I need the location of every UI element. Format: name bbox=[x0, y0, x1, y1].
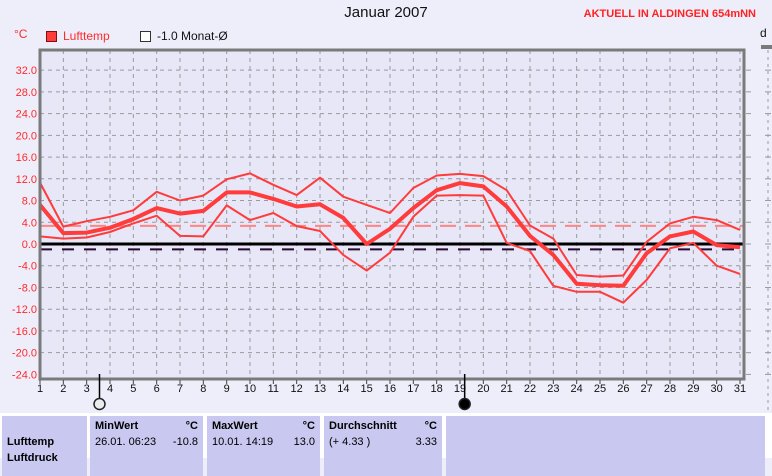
svg-text:-20.0: -20.0 bbox=[12, 348, 37, 360]
maxwert-unit: °C bbox=[302, 420, 315, 432]
svg-text:19: 19 bbox=[454, 383, 466, 395]
minwert-unit: °C bbox=[185, 420, 198, 432]
svg-text:21: 21 bbox=[501, 383, 513, 395]
legend-label: Lufttemp bbox=[63, 29, 110, 43]
svg-text:28.0: 28.0 bbox=[16, 87, 37, 99]
svg-text:30: 30 bbox=[711, 383, 723, 395]
minwert-value: -10.8 bbox=[172, 436, 198, 448]
next-panel-label: d bbox=[760, 26, 767, 40]
svg-text:20: 20 bbox=[477, 383, 489, 395]
svg-text:27: 27 bbox=[641, 383, 653, 395]
new-moon-marker bbox=[458, 374, 471, 411]
svg-text:22: 22 bbox=[524, 383, 536, 395]
svg-text:-24.0: -24.0 bbox=[12, 369, 37, 381]
durchschnitt-value: 3.33 bbox=[415, 436, 437, 448]
svg-text:8: 8 bbox=[200, 383, 206, 395]
monat-swatch-icon bbox=[140, 30, 151, 42]
svg-text:17: 17 bbox=[407, 383, 419, 395]
series-min-line bbox=[39, 194, 741, 304]
minwert-datetime: 26.01. 06:23 bbox=[95, 436, 157, 448]
svg-text:7: 7 bbox=[177, 383, 183, 395]
svg-text:23: 23 bbox=[547, 383, 559, 395]
lufttemp-swatch-icon bbox=[46, 30, 57, 42]
svg-text:6: 6 bbox=[154, 383, 160, 395]
maxwert-header: MaxWert bbox=[212, 420, 258, 432]
y-axis-labels: 32.0 28.0 24.0 20.0 16.0 12.0 8.0 4.0 0.0 -4.0 -8.… bbox=[12, 65, 37, 381]
durchschnitt-header: Durchschnitt bbox=[329, 420, 397, 432]
minwert-header: MinWert bbox=[95, 420, 139, 432]
svg-text:11: 11 bbox=[268, 383, 279, 395]
maxwert-cell: MaxWert °C 10.01. 14:19 13.0 bbox=[207, 416, 320, 476]
svg-text:-4.0: -4.0 bbox=[18, 261, 37, 273]
minwert-cell: MinWert °C 26.01. 06:23 -10.8 bbox=[90, 416, 203, 476]
svg-text:14: 14 bbox=[337, 383, 349, 395]
svg-text:4: 4 bbox=[107, 383, 113, 395]
svg-text:16.0: 16.0 bbox=[16, 152, 37, 164]
legend-item-lufttemp: Lufttemp bbox=[46, 29, 110, 43]
svg-text:31: 31 bbox=[734, 383, 746, 395]
stats-table: Lufttemp Luftdruck MinWert °C 26.01. 06:… bbox=[0, 413, 772, 476]
x-axis-labels: 1 2 3 4 5 6 7 8 9 10 11 12 13 14 15 16 17 18 19 20 21 22 23 24 2… bbox=[37, 383, 746, 395]
svg-text:24.0: 24.0 bbox=[16, 109, 37, 121]
stats-row-label: Lufttemp bbox=[7, 436, 55, 448]
svg-text:16: 16 bbox=[384, 383, 396, 395]
durchschnitt-cell: Durchschnitt °C (+ 4.33 ) 3.33 bbox=[324, 416, 442, 476]
weather-station-window: { "header": { "title": "Januar 2007", "s… bbox=[0, 4, 772, 476]
legend-item-monat: -1.0 Monat-Ø bbox=[140, 29, 228, 43]
svg-text:24: 24 bbox=[571, 383, 583, 395]
full-moon-marker bbox=[93, 374, 106, 411]
svg-text:18: 18 bbox=[431, 383, 443, 395]
y-axis-unit-label: °C bbox=[14, 27, 28, 41]
svg-text:26: 26 bbox=[617, 383, 629, 395]
svg-text:9: 9 bbox=[224, 383, 230, 395]
series-max-line bbox=[39, 172, 741, 278]
legend-label: -1.0 Monat-Ø bbox=[157, 29, 228, 43]
station-label: AKTUELL IN ALDINGEN 654mNN bbox=[583, 8, 756, 20]
stats-next-row-label: Luftdruck bbox=[7, 452, 58, 464]
svg-text:25: 25 bbox=[594, 383, 606, 395]
svg-text:1: 1 bbox=[37, 383, 43, 395]
svg-text:5: 5 bbox=[130, 383, 136, 395]
x-axis-ticks bbox=[39, 380, 741, 384]
svg-text:2: 2 bbox=[60, 383, 66, 395]
durchschnitt-unit: °C bbox=[424, 420, 437, 432]
maxwert-datetime: 10.01. 14:19 bbox=[212, 436, 274, 448]
svg-text:28: 28 bbox=[664, 383, 676, 395]
svg-text:10: 10 bbox=[244, 383, 256, 395]
plot-area bbox=[40, 50, 744, 379]
svg-text:-8.0: -8.0 bbox=[18, 282, 37, 294]
svg-text:8.0: 8.0 bbox=[22, 196, 37, 208]
durchschnitt-datetime: (+ 4.33 ) bbox=[329, 436, 371, 448]
chart-frame bbox=[38, 48, 746, 381]
svg-text:3: 3 bbox=[84, 383, 90, 395]
series-mean-line bbox=[38, 181, 741, 288]
svg-text:0.0: 0.0 bbox=[22, 239, 37, 251]
gridlines bbox=[40, 50, 744, 379]
maxwert-value: 13.0 bbox=[293, 436, 315, 448]
stats-row-label-cell: Lufttemp Luftdruck bbox=[2, 416, 87, 476]
next-panel-axis bbox=[746, 45, 772, 456]
svg-text:-16.0: -16.0 bbox=[12, 326, 37, 338]
svg-text:-12.0: -12.0 bbox=[12, 304, 37, 316]
empty-cell bbox=[446, 416, 765, 476]
svg-text:4.0: 4.0 bbox=[22, 217, 37, 229]
svg-text:20.0: 20.0 bbox=[16, 130, 37, 142]
svg-text:12: 12 bbox=[291, 383, 303, 395]
svg-text:12.0: 12.0 bbox=[16, 174, 37, 186]
svg-text:13: 13 bbox=[314, 383, 326, 395]
temperature-chart: 32.0 28.0 24.0 20.0 16.0 12.0 8.0 4.0 0.0 -4.0 -8.… bbox=[12, 45, 772, 456]
svg-text:32.0: 32.0 bbox=[16, 65, 37, 77]
svg-text:29: 29 bbox=[687, 383, 699, 395]
svg-text:15: 15 bbox=[361, 383, 373, 395]
page-title: Januar 2007 bbox=[344, 4, 428, 21]
